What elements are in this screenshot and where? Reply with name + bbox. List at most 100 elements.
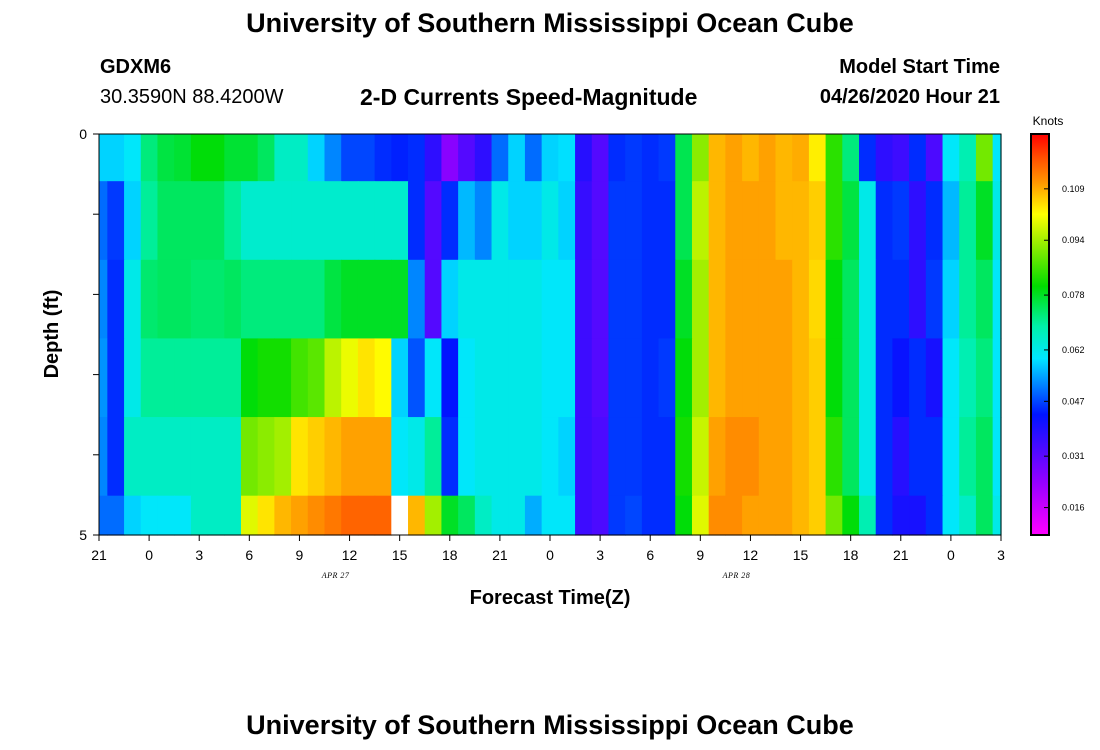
heatmap-cell (174, 495, 192, 536)
heatmap-cell (274, 417, 292, 497)
heatmap-cell (157, 181, 175, 261)
heatmap-cell (842, 338, 860, 418)
heatmap-cell (992, 259, 1002, 340)
heatmap-cell (408, 338, 426, 418)
heatmap-cell (859, 259, 877, 340)
heatmap-cell (842, 417, 860, 497)
heatmap-cell (925, 495, 944, 536)
heatmap-cell (274, 259, 292, 340)
heatmap-cell (909, 338, 927, 418)
heatmap-cell (758, 134, 777, 182)
heatmap-cell (357, 338, 376, 418)
heatmap-cell (558, 417, 576, 497)
heatmap-cell (591, 495, 610, 536)
heatmap-cell (174, 259, 192, 340)
heatmap-cell (925, 338, 944, 418)
x-tick-label: 15 (392, 547, 408, 563)
x-tick-label: 9 (296, 547, 304, 563)
heatmap-cell (675, 417, 693, 497)
model-start-label: Model Start Time (839, 56, 1000, 78)
heatmap-cell (875, 338, 894, 418)
heatmap-cell (524, 259, 543, 340)
heatmap-cell (641, 417, 660, 497)
heatmap-cell (591, 417, 610, 497)
heatmap-cell (508, 417, 526, 497)
heatmap-cell (558, 259, 576, 340)
heatmap-cell (575, 134, 593, 182)
heatmap-cell (157, 495, 175, 536)
heatmap-cell (357, 495, 376, 536)
heatmap-cell (942, 417, 960, 497)
heatmap-cell (792, 134, 810, 182)
heatmap-cell (575, 181, 593, 261)
heatmap-cell (925, 417, 944, 497)
heatmap-cell (474, 181, 493, 261)
heatmap-cell (408, 181, 426, 261)
heatmap-cell (792, 338, 810, 418)
heatmap-cell (324, 134, 342, 182)
station-id: GDXM6 (100, 56, 172, 78)
x-tick-label: 12 (743, 547, 759, 563)
heatmap-cell (341, 495, 359, 536)
heatmap-cell (474, 495, 493, 536)
heatmap-cell (374, 338, 392, 418)
heatmap-cell (174, 417, 192, 497)
heatmap-cell (140, 259, 159, 340)
heatmap-cell (491, 338, 509, 418)
heatmap-cell (291, 338, 309, 418)
heatmap-cell (374, 259, 392, 340)
heatmap-cell (341, 134, 359, 182)
heatmap-cell (959, 338, 977, 418)
heatmap-cell (307, 495, 326, 536)
x-tick-label: 21 (91, 547, 107, 563)
heatmap-cell (491, 259, 509, 340)
heatmap-cell (391, 259, 409, 340)
heatmap-cell (408, 417, 426, 497)
heatmap-cell (291, 134, 309, 182)
colorbar-tick-label: 0.078 (1062, 290, 1085, 300)
heatmap-cell (825, 338, 843, 418)
heatmap-cell (140, 181, 159, 261)
heatmap-cell (458, 495, 476, 536)
heatmap-cell (808, 259, 827, 340)
heatmap-cell (758, 338, 777, 418)
heatmap-cell (441, 134, 459, 182)
heatmap-cell (808, 134, 827, 182)
heatmap-cell (942, 495, 960, 536)
colorbar-tick-label: 0.016 (1062, 503, 1085, 513)
heatmap-cell (825, 134, 843, 182)
heatmap-cell (441, 181, 459, 261)
heatmap-cell (758, 181, 777, 261)
heatmap-cell (658, 338, 676, 418)
heatmap-cell (825, 181, 843, 261)
heatmap-cell (641, 181, 660, 261)
heatmap-cell (474, 338, 493, 418)
heatmap-cell (190, 417, 209, 497)
heatmap-cell (257, 181, 275, 261)
heatmap-cell (341, 417, 359, 497)
heatmap-cell (742, 181, 760, 261)
colorbar-tick-label: 0.062 (1062, 345, 1085, 355)
heatmap-cell (975, 495, 994, 536)
heatmap-cell (324, 417, 342, 497)
y-axis: 05 (79, 126, 99, 543)
heatmap-cell (107, 495, 125, 536)
heatmap-cell (775, 495, 793, 536)
heatmap-cell (792, 417, 810, 497)
heatmap-cell (558, 495, 576, 536)
heatmap-cell (541, 338, 559, 418)
heatmap-cell (742, 338, 760, 418)
colorbar-tick-label: 0.031 (1062, 451, 1085, 461)
heatmap-cell (725, 181, 743, 261)
heatmap-cell (808, 338, 827, 418)
heatmap-cell (224, 495, 242, 536)
heatmap-cell (975, 181, 994, 261)
heatmap-cell (190, 181, 209, 261)
colorbar: Knots 0.109 0.094 0.078 0.062 0.047 0.031 0.01… (1030, 114, 1085, 536)
heatmap-cell (491, 181, 509, 261)
heatmap-cell (157, 259, 175, 340)
x-tick-label: 3 (596, 547, 604, 563)
heatmap-cell (892, 134, 910, 182)
heatmap-cell (424, 259, 443, 340)
heatmap-cell (508, 259, 526, 340)
